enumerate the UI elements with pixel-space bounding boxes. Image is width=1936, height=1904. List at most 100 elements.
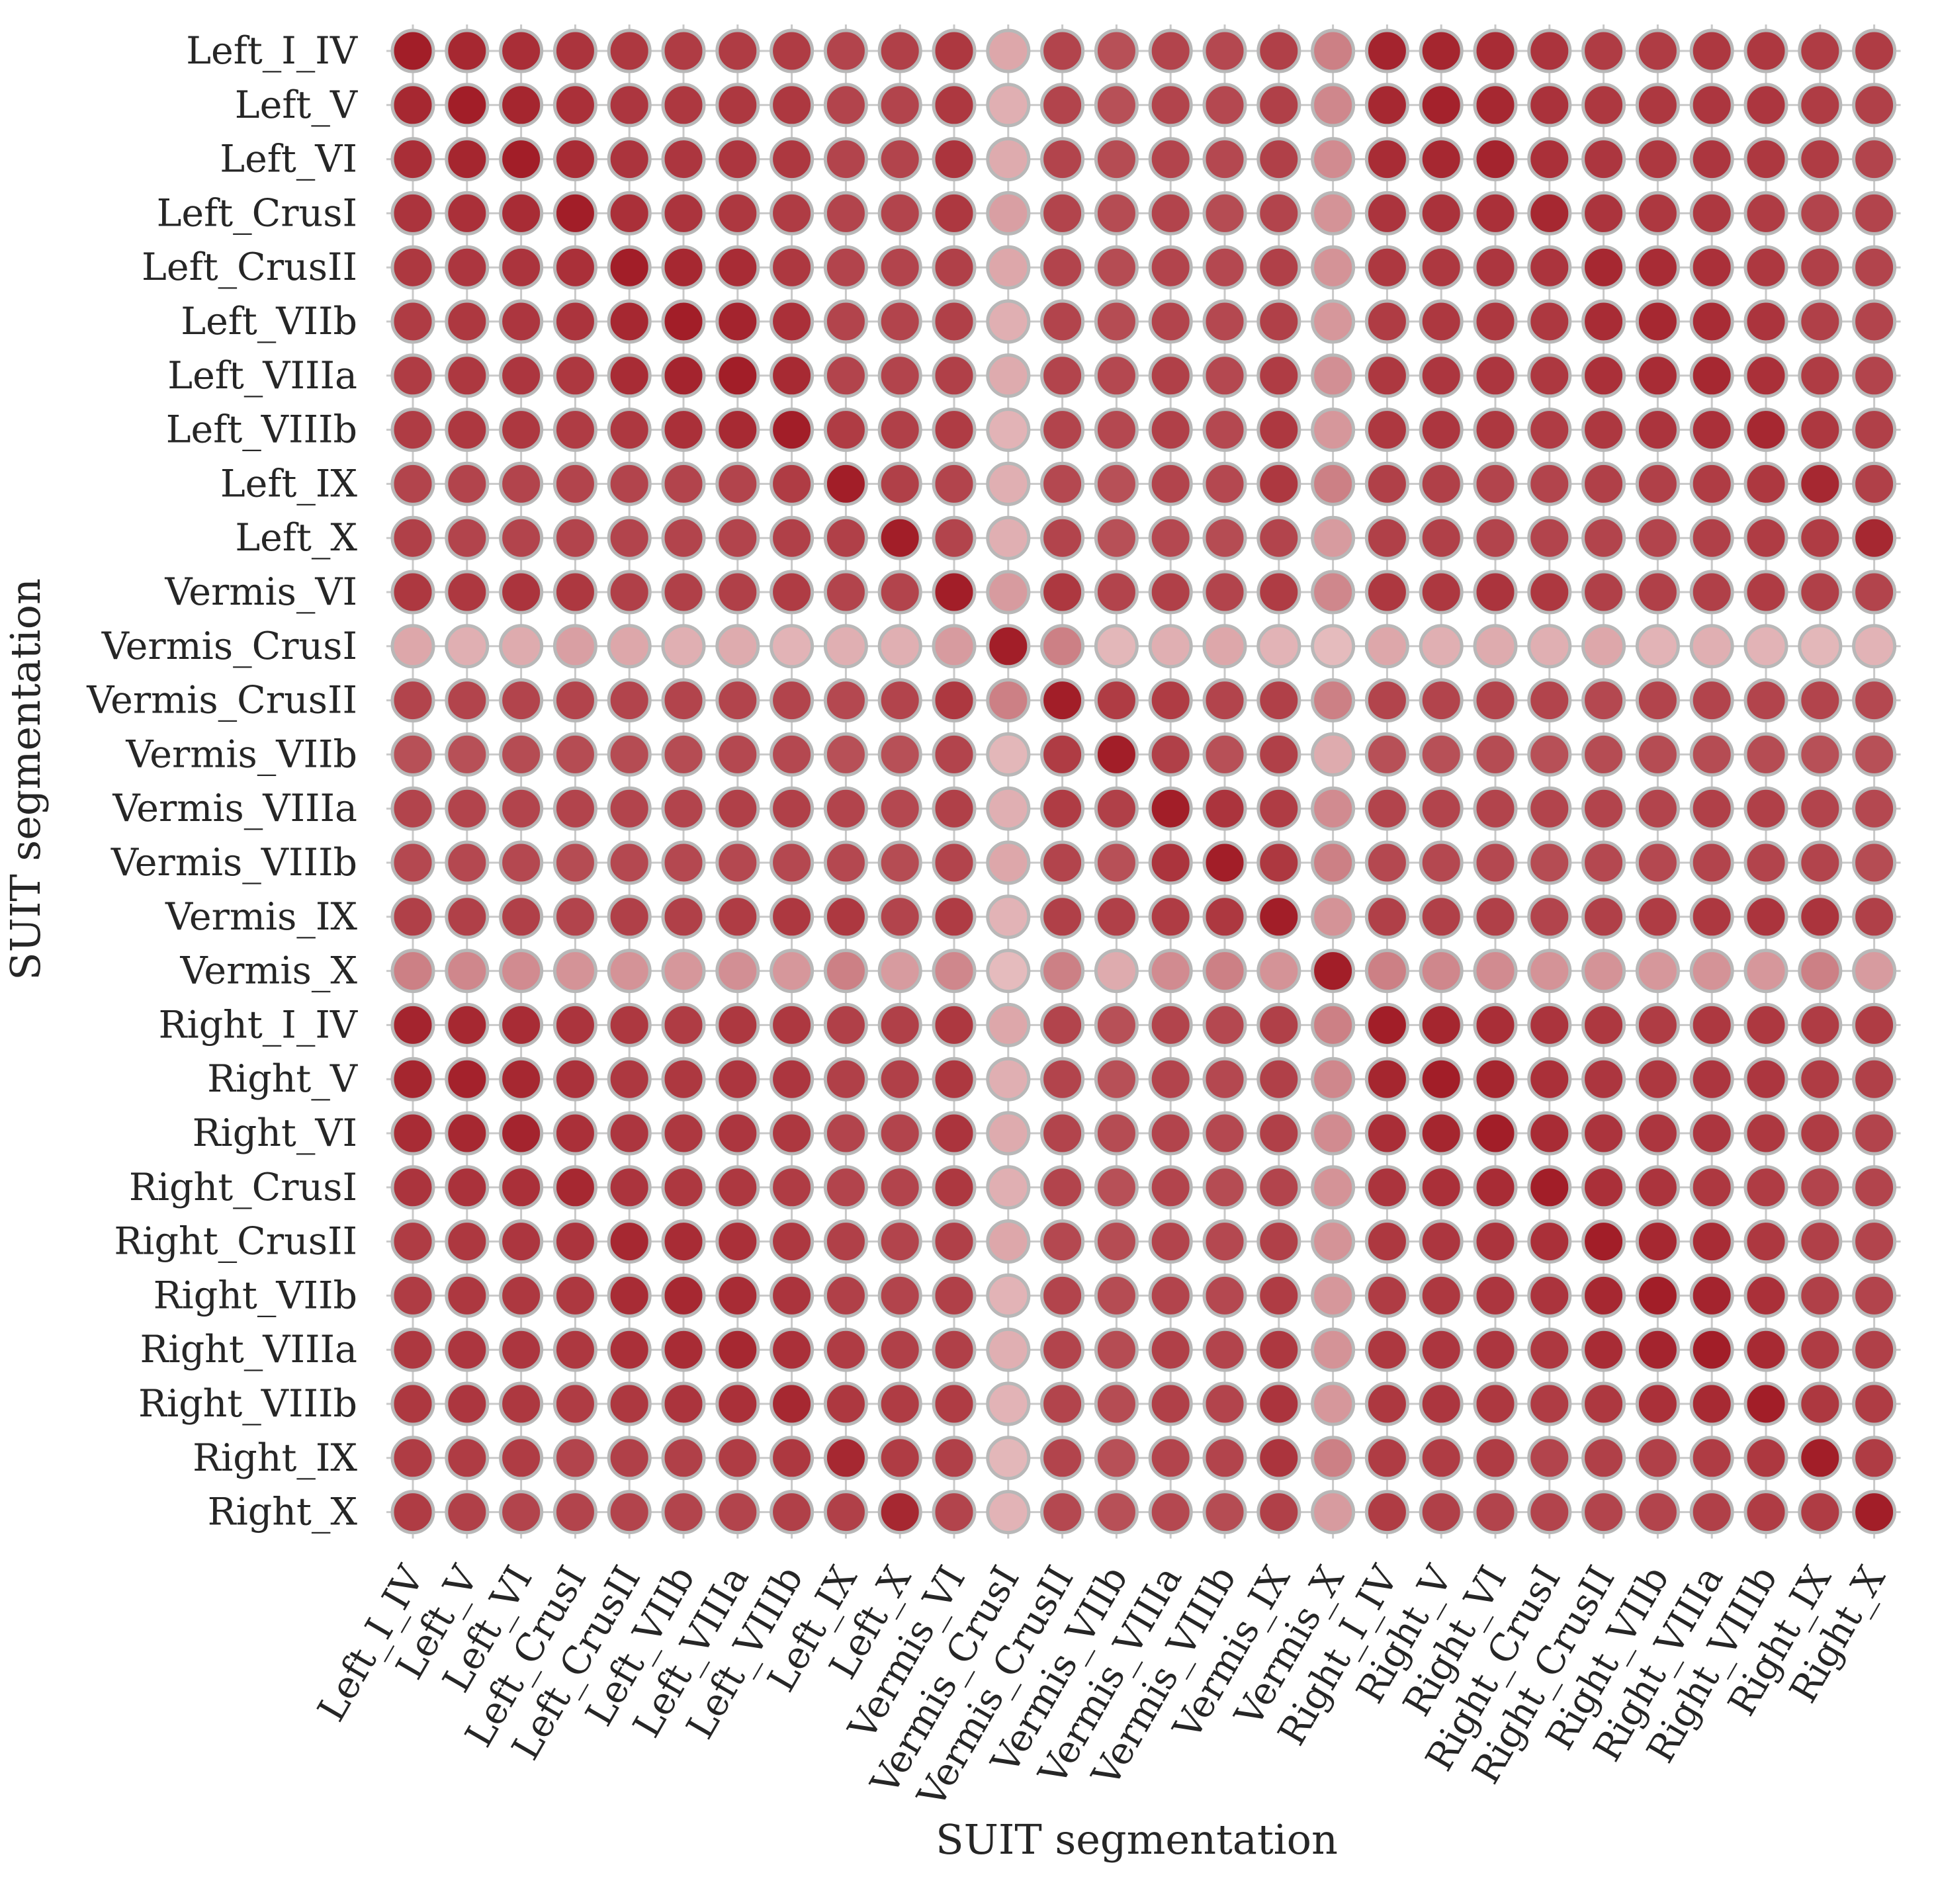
dot-Right_VIIIb-Right_CrusII [1581,1381,1626,1426]
dot-Left_IX-Left_I_IV [390,461,435,506]
dot-Vermis_CrusII-Right_IX [1798,678,1843,723]
dot-Right_VIIb-Left_IX [823,1273,868,1318]
dot-Right_VI-Right_VIIIa [1689,1111,1734,1156]
dot-Vermis_X-Vermis_VI [932,949,977,994]
y-tick-label: Right_VIIIa [140,1328,357,1371]
dot-Left_VIIIa-Right_IX [1798,353,1843,398]
dot-Left_V-Vermis_VIIb [1094,83,1139,128]
dot-Left_CrusII-Vermis_VI [932,245,977,290]
dot-Right_X-Left_VIIIa [715,1490,760,1535]
dot-Left_VIIIa-Right_VI [1473,353,1518,398]
dot-Left_VIIIb-Right_I_IV [1364,408,1409,453]
dot-Right_X-Left_CrusI [552,1490,597,1535]
dot-Right_IX-Right_X [1852,1436,1897,1481]
dot-Vermis_VIIIa-Right_V [1419,786,1464,831]
dot-Right_VIIIa-Right_CrusI [1527,1327,1572,1372]
dot-Vermis_VIIIa-Right_CrusI [1527,786,1572,831]
dot-Left_I_IV-Vermis_VIIIa [1148,28,1193,73]
dot-Right_V-Vermis_VIIIb [1202,1057,1247,1102]
dot-Vermis_CrusI-Left_X [877,624,922,669]
dot-Right_IX-Right_VI [1473,1436,1518,1481]
dot-Left_VIIIb-Vermis_VIIIa [1148,408,1193,453]
dot-Left_I_IV-Right_VIIIb [1743,28,1788,73]
dot-Vermis_CrusI-Vermis_VI [932,624,977,669]
dot-Right_VIIIb-Left_I_IV [390,1381,435,1426]
dot-Right_VIIIb-Left_VIIIb [770,1381,814,1426]
dot-Left_CrusI-Right_I_IV [1364,191,1409,236]
dot-Left_IX-Left_IX [823,461,868,506]
dot-Vermis_IX-Left_CrusI [552,894,597,939]
dot-Vermis_VI-Right_VI [1473,570,1518,615]
dot-Vermis_CrusII-Right_I_IV [1364,678,1409,723]
dot-Vermis_X-Left_VI [499,949,544,994]
dot-Right_V-Right_CrusII [1581,1057,1626,1102]
dot-Left_V-Vermis_VI [932,83,977,128]
dot-Left_IX-Right_X [1852,461,1897,506]
dot-Left_IX-Right_VIIIb [1743,461,1788,506]
dot-Vermis_VI-Left_V [445,570,490,615]
dot-Right_CrusI-Right_VIIb [1635,1165,1680,1210]
dot-Left_VIIIa-Right_X [1852,353,1897,398]
dot-Right_VI-Right_CrusII [1581,1111,1626,1156]
dot-Vermis_X-Vermis_X [1311,949,1356,994]
dot-Right_VIIb-Vermis_X [1311,1273,1356,1318]
dot-Left_VIIIa-Vermis_VIIb [1094,353,1139,398]
dot-Left_V-Left_VIIIb [770,83,814,128]
dot-Vermis_VIIIa-Right_VIIIb [1743,786,1788,831]
dot-Right_VIIb-Left_VI [499,1273,544,1318]
dot-Left_I_IV-Right_VIIIa [1689,28,1734,73]
dot-Vermis_VIIIa-Right_VI [1473,786,1518,831]
dot-Vermis_X-Right_IX [1798,949,1843,994]
dot-Vermis_X-Left_CrusI [552,949,597,994]
dot-Left_I_IV-Vermis_VIIb [1094,28,1139,73]
dot-Vermis_VI-Left_CrusII [607,570,652,615]
dot-Vermis_VIIIb-Right_X [1852,840,1897,885]
y-tick-label: Vermis_VIIb [125,732,357,776]
y-tick-label: Right_CrusII [114,1220,357,1264]
dot-Left_VI-Left_VIIIb [770,137,814,182]
dot-Right_VIIIb-Right_V [1419,1381,1464,1426]
dot-Right_CrusII-Vermis_VIIb [1094,1219,1139,1264]
dot-Right_V-Right_X [1852,1057,1897,1102]
dot-Vermis_VI-Vermis_VIIIa [1148,570,1193,615]
y-axis-label: SUIT segmentation [1,578,50,980]
dot-Right_X-Right_I_IV [1364,1490,1409,1535]
dot-Vermis_VIIb-Vermis_X [1311,732,1356,777]
dot-Right_IX-Right_IX [1798,1436,1843,1481]
dot-Right_VI-Vermis_X [1311,1111,1356,1156]
dot-Left_CrusII-Vermis_X [1311,245,1356,290]
dot-Left_X-Vermis_VI [932,515,977,560]
dot-Right_VIIIa-Left_VIIIa [715,1327,760,1372]
dot-Left_V-Right_CrusI [1527,83,1572,128]
dot-Vermis_CrusII-Left_CrusI [552,678,597,723]
dot-Right_IX-Left_CrusII [607,1436,652,1481]
dot-Left_IX-Vermis_IX [1256,461,1301,506]
dot-Left_V-Right_VIIb [1635,83,1680,128]
dot-Vermis_VIIb-Vermis_CrusI [986,732,1031,777]
dot-Right_I_IV-Right_X [1852,1002,1897,1047]
dot-Left_VIIIb-Vermis_VIIb [1094,408,1139,453]
dot-Left_I_IV-Left_I_IV [390,28,435,73]
dot-Vermis_CrusI-Left_I_IV [390,624,435,669]
dot-Left_VIIb-Right_X [1852,299,1897,344]
dot-Vermis_IX-Right_CrusI [1527,894,1572,939]
dot-Right_IX-Right_V [1419,1436,1464,1481]
dot-Vermis_VIIb-Vermis_CrusII [1040,732,1085,777]
dot-Right_X-Right_VIIb [1635,1490,1680,1535]
dot-Left_VIIIb-Right_X [1852,408,1897,453]
dot-Vermis_X-Vermis_IX [1256,949,1301,994]
dot-Right_CrusII-Right_X [1852,1219,1897,1264]
dot-Right_X-Left_I_IV [390,1490,435,1535]
dot-Right_CrusI-Left_CrusII [607,1165,652,1210]
dot-Right_VI-Left_CrusI [552,1111,597,1156]
dot-Right_IX-Vermis_VI [932,1436,977,1481]
dot-Vermis_VIIIa-Vermis_VI [932,786,977,831]
dot-Vermis_X-Left_I_IV [390,949,435,994]
dot-Left_VI-Vermis_CrusI [986,137,1031,182]
dot-Left_V-Left_VI [499,83,544,128]
dot-Vermis_CrusII-Right_X [1852,678,1897,723]
dot-Vermis_VIIIb-Right_CrusII [1581,840,1626,885]
dot-Right_IX-Left_V [445,1436,490,1481]
dot-Right_V-Right_IX [1798,1057,1843,1102]
dot-Right_VI-Vermis_VIIIb [1202,1111,1247,1156]
